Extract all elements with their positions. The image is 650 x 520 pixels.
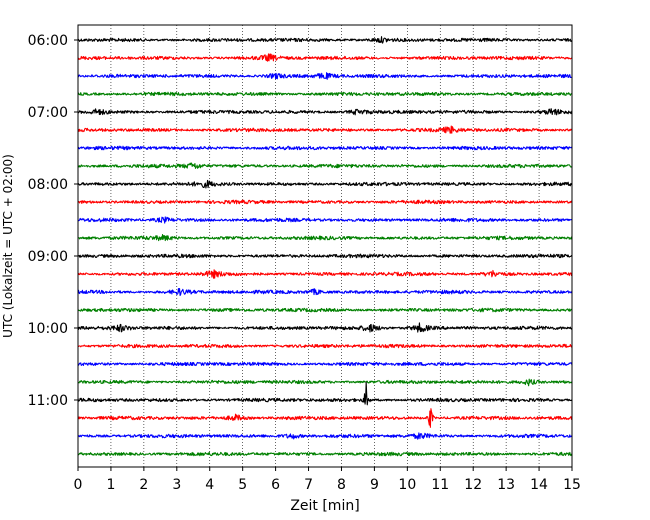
y-tick-label: 10:00 [28, 321, 68, 337]
trace-row [77, 108, 573, 116]
x-axis-label: Zeit [min] [290, 498, 359, 514]
trace-row [77, 269, 573, 279]
trace-row [77, 287, 573, 296]
y-axis-ticks: 06:00 07:00 08:00 09:00 10:00 11:00 [28, 33, 78, 409]
x-tick-label: 8 [337, 477, 346, 493]
y-tick-label: 09:00 [28, 249, 68, 265]
x-tick-label: 3 [172, 477, 181, 493]
x-tick-label: 15 [563, 477, 581, 493]
x-tick-label: 6 [271, 477, 280, 493]
x-tick-label: 14 [530, 477, 548, 493]
x-tick-label: 9 [370, 477, 379, 493]
trace-row [77, 199, 573, 205]
plot-background [78, 25, 572, 467]
trace-row [77, 432, 573, 440]
trace-row [77, 307, 573, 313]
x-tick-label: 7 [304, 477, 313, 493]
x-tick-label: 10 [398, 477, 416, 493]
trace-row [77, 253, 573, 259]
x-tick-label: 11 [431, 477, 449, 493]
y-axis-label: UTC (Lokalzeit = UTC + 02:00) [1, 154, 15, 338]
x-tick-label: 1 [106, 477, 115, 493]
x-tick-label: 13 [497, 477, 515, 493]
trace-row [77, 381, 573, 406]
y-tick-label: 07:00 [28, 105, 68, 121]
x-tick-label: 12 [464, 477, 482, 493]
trace-row [77, 145, 573, 151]
trace-row [77, 179, 573, 189]
trace-row [77, 125, 573, 134]
x-tick-label: 2 [139, 477, 148, 493]
trace-row [77, 216, 573, 224]
trace-row [77, 378, 573, 387]
x-tick-label: 0 [74, 477, 83, 493]
x-tick-label: 4 [205, 477, 214, 493]
trace-row [77, 72, 573, 80]
x-axis-ticks: 0 1 2 3 4 5 6 7 8 9 10 11 12 13 14 15 [74, 467, 581, 493]
y-tick-label: 08:00 [28, 177, 68, 193]
trace-row [77, 451, 573, 457]
seismic-traces [77, 36, 573, 457]
trace-row [77, 408, 573, 428]
x-tick-label: 5 [238, 477, 247, 493]
trace-row [77, 53, 573, 62]
trace-row [77, 361, 573, 367]
trace-row [77, 162, 573, 169]
y-tick-label: 06:00 [28, 33, 68, 49]
trace-row [77, 91, 573, 97]
trace-row [77, 322, 573, 333]
trace-row [77, 343, 573, 349]
y-tick-label: 11:00 [28, 393, 68, 409]
trace-row [77, 36, 573, 44]
plot-frame [77, 24, 573, 468]
trace-row [77, 234, 573, 242]
